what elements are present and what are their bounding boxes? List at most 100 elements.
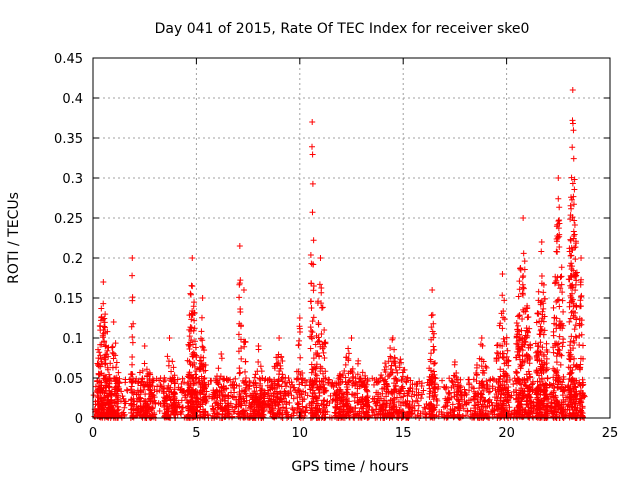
data-point	[345, 350, 352, 357]
data-point	[95, 411, 102, 418]
data-point	[566, 356, 573, 363]
data-point	[286, 399, 293, 406]
data-point	[321, 327, 328, 334]
data-point	[236, 370, 243, 377]
data-point	[520, 392, 527, 399]
data-point	[433, 396, 440, 403]
data-point	[572, 273, 579, 280]
data-point	[556, 303, 563, 310]
data-point	[554, 377, 561, 384]
data-point	[308, 399, 315, 406]
data-point	[175, 384, 182, 391]
data-point	[462, 390, 469, 397]
data-point	[112, 340, 119, 347]
data-point	[283, 399, 290, 406]
x-tick-label: 15	[395, 426, 412, 441]
data-point	[307, 324, 314, 331]
data-point	[455, 396, 462, 403]
data-point	[99, 400, 106, 407]
data-point	[298, 376, 305, 383]
data-point	[519, 274, 526, 281]
data-point	[336, 374, 343, 381]
data-point	[346, 414, 353, 421]
data-point	[572, 238, 579, 245]
data-point	[553, 325, 560, 332]
data-point	[538, 357, 545, 364]
data-point	[444, 409, 451, 416]
data-point	[515, 328, 522, 335]
data-point	[319, 378, 326, 385]
data-point	[129, 272, 136, 279]
data-point	[489, 383, 496, 390]
data-point	[221, 397, 228, 404]
data-point	[196, 357, 203, 364]
tick-labels: 0 5 10 15 20 25 0 0.05 0.1 0.15 0.2 0.25 0.3 0.35 0.4 0…	[54, 52, 618, 441]
data-point	[470, 385, 477, 392]
data-point	[567, 237, 574, 244]
data-point	[193, 374, 200, 381]
data-point	[539, 327, 546, 334]
data-point	[534, 343, 541, 350]
data-point	[535, 384, 542, 391]
data-point	[343, 389, 350, 396]
data-point	[255, 343, 262, 349]
data-point	[505, 362, 512, 369]
data-point	[393, 376, 400, 383]
data-point	[497, 342, 504, 349]
data-point	[348, 335, 355, 341]
data-point	[569, 214, 576, 221]
data-point	[157, 382, 164, 389]
data-point	[270, 407, 277, 414]
data-point	[540, 289, 547, 296]
data-point	[129, 334, 136, 341]
data-point	[579, 389, 586, 396]
data-point	[342, 361, 349, 368]
axis-ticks	[92, 57, 611, 419]
data-point	[570, 308, 577, 315]
data-point	[274, 382, 281, 389]
data-point	[186, 346, 193, 353]
data-point	[191, 380, 198, 387]
data-point	[429, 328, 436, 335]
data-point	[519, 315, 526, 322]
data-point	[319, 304, 326, 311]
data-point	[145, 406, 152, 413]
data-point	[566, 276, 573, 283]
data-point	[483, 378, 490, 385]
data-point	[255, 403, 262, 410]
data-point	[567, 315, 574, 322]
data-point	[170, 364, 177, 371]
data-point	[223, 385, 230, 392]
data-point	[237, 277, 244, 284]
data-point	[569, 117, 576, 124]
data-point	[570, 127, 577, 134]
data-point	[198, 373, 205, 380]
data-point	[221, 406, 228, 413]
data-point	[567, 370, 574, 377]
data-point	[379, 390, 386, 397]
data-point	[236, 294, 243, 301]
data-point	[541, 296, 548, 303]
data-point	[391, 346, 398, 353]
data-point	[478, 380, 485, 387]
data-point	[513, 333, 520, 340]
data-point	[576, 341, 583, 348]
data-point	[497, 373, 504, 380]
data-point	[484, 386, 491, 393]
data-point	[519, 352, 526, 359]
data-point	[569, 180, 576, 187]
data-point	[171, 380, 178, 387]
data-point	[529, 380, 536, 387]
data-point	[538, 326, 545, 333]
data-point	[580, 355, 587, 362]
data-point	[144, 401, 151, 408]
data-point	[500, 335, 507, 342]
data-point	[429, 287, 436, 293]
data-point	[210, 408, 217, 415]
data-point	[430, 343, 437, 350]
data-point	[260, 402, 267, 409]
data-point	[106, 371, 113, 378]
data-point	[95, 346, 102, 353]
data-point	[340, 403, 347, 410]
data-point	[573, 302, 580, 309]
